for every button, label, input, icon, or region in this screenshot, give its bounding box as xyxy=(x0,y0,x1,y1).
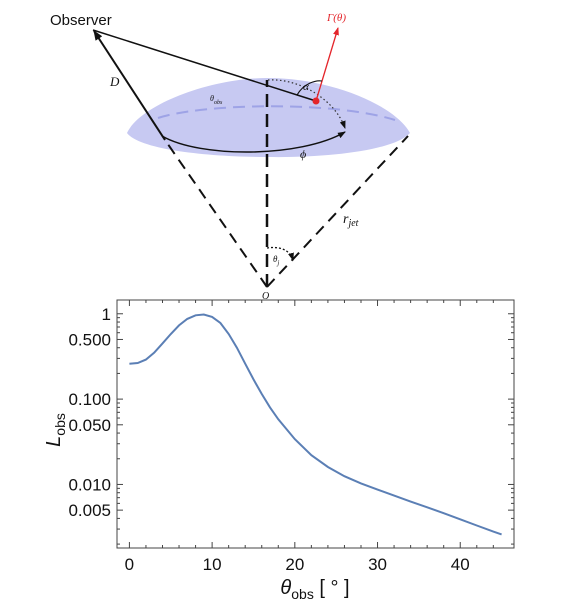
x-tick-label: 20 xyxy=(285,555,304,574)
theta-j-arc xyxy=(266,246,294,261)
y-axis: 0.005 0.010 0.050 0.100 0.500 1 xyxy=(68,305,514,545)
x-axis-label: θobs [ ° ] xyxy=(280,577,349,602)
x-tick-label: 40 xyxy=(451,555,470,574)
phi-arc xyxy=(161,131,346,153)
line-of-sight xyxy=(92,29,317,102)
y-tick-label: 0.010 xyxy=(68,475,111,494)
x-tick-label: 10 xyxy=(203,555,222,574)
y-tick-label: 0.005 xyxy=(68,501,111,520)
r-jet-label: rjet xyxy=(343,212,359,229)
x-tick-label: 30 xyxy=(368,555,387,574)
distance-label: D xyxy=(109,74,120,89)
x-axis: 0 10 20 30 40 xyxy=(125,300,494,574)
series-line xyxy=(129,313,502,536)
theta-obs-arc xyxy=(267,79,346,129)
jet-geometry-diagram: Observer D Γ(θ) α θobs ϕ rjet θj O xyxy=(50,12,410,302)
y-tick-label: 0.050 xyxy=(68,416,111,435)
y-tick-label: 0.100 xyxy=(68,390,111,409)
y-axis-label: Lobs xyxy=(43,413,68,447)
chart: 0.005 0.010 0.050 0.100 0.500 1 0 10 20 30 40 Lob… xyxy=(43,299,515,602)
y-tick-label: 0.500 xyxy=(68,330,111,349)
x-tick-label: 0 xyxy=(125,555,134,574)
lorentz-label: Γ(θ) xyxy=(326,12,346,24)
observer-label: Observer xyxy=(50,12,112,29)
y-tick-label: 1 xyxy=(102,305,111,324)
distance-line xyxy=(93,30,166,141)
theta-j-label: θj xyxy=(273,254,279,267)
cone-left-edge xyxy=(164,139,268,288)
jet-cap-rim-dashed xyxy=(157,105,396,121)
theta-obs-label: θobs xyxy=(210,94,223,106)
alpha-label: α xyxy=(303,81,309,93)
alpha-arc xyxy=(296,80,323,96)
lorentz-vector xyxy=(315,27,339,102)
emission-point xyxy=(312,97,320,105)
plot-frame xyxy=(116,299,515,549)
phi-label: ϕ xyxy=(300,147,306,161)
origin-label: O xyxy=(262,291,269,302)
cone-right-edge xyxy=(266,135,409,288)
